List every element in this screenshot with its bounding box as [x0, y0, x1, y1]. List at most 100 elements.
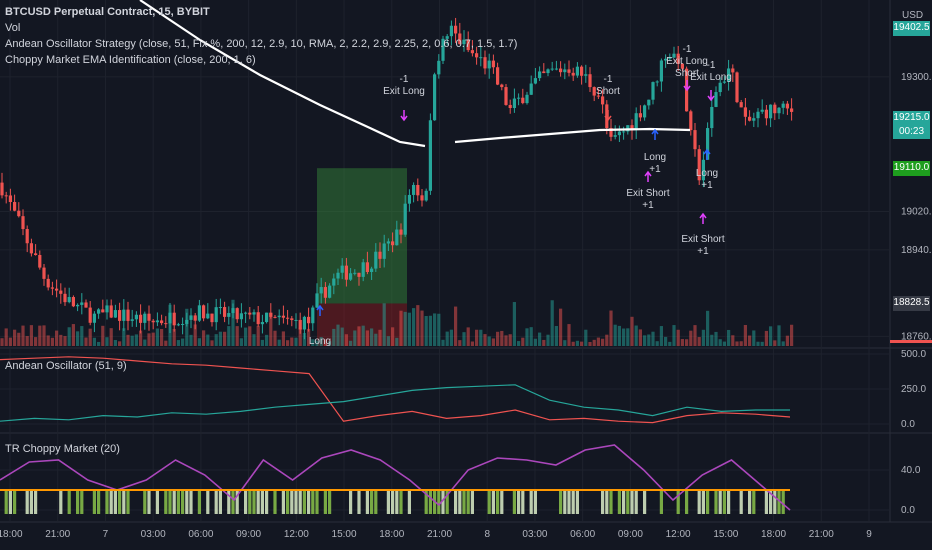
choppy-histogram-bar [441, 490, 445, 514]
volume-bar [563, 340, 567, 346]
candle-body [181, 323, 185, 325]
candle-body [8, 195, 12, 202]
time-tick-label: 21:00 [427, 529, 452, 540]
choppy-histogram-bar [399, 490, 403, 514]
symbol-title[interactable]: BTCUSD Perpetual Contract, 15, BYBIT [5, 6, 210, 18]
time-tick-label: 8 [484, 529, 490, 540]
volume-bar [172, 328, 176, 346]
choppy-histogram-bar [4, 490, 8, 514]
time-tick-label: 15:00 [713, 529, 738, 540]
candle-body [374, 251, 378, 269]
price-tick-label: 18760.0 [901, 331, 932, 342]
choppy-histogram-bar [517, 490, 521, 514]
price-tick-label: 18940.0 [901, 245, 932, 256]
choppy-histogram-bar [462, 490, 466, 514]
choppy-histogram-bar [609, 490, 613, 514]
volume-bar [13, 329, 17, 346]
choppy-histogram-bar [67, 490, 71, 514]
candle-body [504, 87, 508, 105]
andean-series-line [0, 356, 791, 424]
candle-body [139, 314, 143, 323]
candle-body [500, 84, 504, 88]
volume-bar [491, 338, 495, 346]
candle-body [122, 309, 126, 321]
candle-body [592, 87, 596, 96]
time-tick-label: 09:00 [236, 529, 261, 540]
candle-body [357, 272, 361, 277]
time-tick-label: 21:00 [45, 529, 70, 540]
choppy-pane-label[interactable]: TR Choppy Market (20) [5, 443, 120, 455]
candle-body [55, 288, 59, 291]
osc-tick-label: 0.0 [901, 419, 915, 430]
choppy-ema-legend[interactable]: Choppy Market EMA Identification (close,… [5, 54, 256, 66]
choppy-histogram-bar [231, 490, 235, 514]
candle-body [475, 53, 479, 58]
candle-body [764, 109, 768, 119]
volume-bar [424, 315, 428, 346]
andean-series-line [0, 384, 790, 422]
volume-bar [727, 329, 731, 346]
andean-pane-label[interactable]: Andean Oscillator (51, 9) [5, 360, 127, 372]
choppy-histogram-bar [630, 490, 634, 514]
choppy-histogram-bar [155, 490, 159, 514]
candle-body [399, 229, 403, 235]
candle-body [546, 69, 550, 74]
volume-bar [76, 331, 80, 346]
choppy-histogram-bar [466, 490, 470, 514]
profit-zone [317, 168, 407, 304]
candle-body [617, 131, 621, 136]
choppy-histogram-bar [407, 490, 411, 514]
candle-body [466, 39, 470, 51]
choppy-histogram-bar [126, 490, 130, 514]
choppy-histogram-bar [685, 490, 689, 514]
choppy-histogram-bar [185, 490, 189, 514]
signal-label: Exit Short [626, 188, 670, 199]
candle-body [626, 125, 630, 132]
choppy-histogram-bar [294, 490, 298, 514]
vol-legend[interactable]: Vol [5, 22, 21, 34]
price-tick-label: 19020.0 [901, 206, 932, 217]
volume-bar [294, 337, 298, 346]
signal-label: Exit Long [690, 72, 732, 83]
volume-bar [395, 337, 399, 346]
choppy-histogram-bar [80, 490, 84, 514]
candle-body [38, 254, 42, 268]
volume-bar [176, 340, 180, 346]
choppy-histogram-bar [563, 490, 567, 514]
volume-bar [454, 306, 458, 346]
volume-bar [248, 326, 252, 346]
candle-body [302, 316, 306, 330]
choppy-histogram-bar [512, 490, 516, 514]
volume-bar [525, 328, 529, 346]
strategy-legend[interactable]: Andean Oscillator Strategy (close, 51, F… [5, 38, 518, 50]
volume-bar [302, 332, 306, 346]
volume-bar [311, 339, 315, 346]
choppy-histogram-bar [122, 490, 126, 514]
volume-bar [50, 337, 54, 346]
volume-bar [147, 333, 151, 346]
price-axis[interactable]: 19300.0 19020.0 18940.0 18760.0 500.0 250.0 0.… [890, 72, 932, 516]
candle-body [143, 313, 147, 323]
price-tag: 18828.5 [893, 296, 930, 312]
volume-bar [38, 325, 42, 346]
volume-bar [580, 341, 584, 346]
volume-bar [386, 336, 390, 346]
volume-bar [575, 340, 579, 346]
volume-bar [80, 326, 84, 346]
candle-body [76, 304, 80, 307]
candle-body [483, 57, 487, 69]
candle-body [223, 307, 227, 317]
volume-bar [428, 315, 432, 346]
choppy-histogram-bar [676, 490, 680, 514]
candle-body [743, 107, 747, 117]
signal-long: Long+1 [644, 128, 666, 175]
candle-body [164, 323, 168, 325]
currency-label: USD [902, 10, 924, 21]
time-axis[interactable]: 18:00 21:00 7 03:00 06:00 09:00 12:00 15:00 18:0… [0, 529, 872, 540]
choppy-histogram-bar [701, 490, 705, 514]
choppy-histogram-bar [428, 490, 432, 514]
volume-bar [92, 337, 96, 346]
